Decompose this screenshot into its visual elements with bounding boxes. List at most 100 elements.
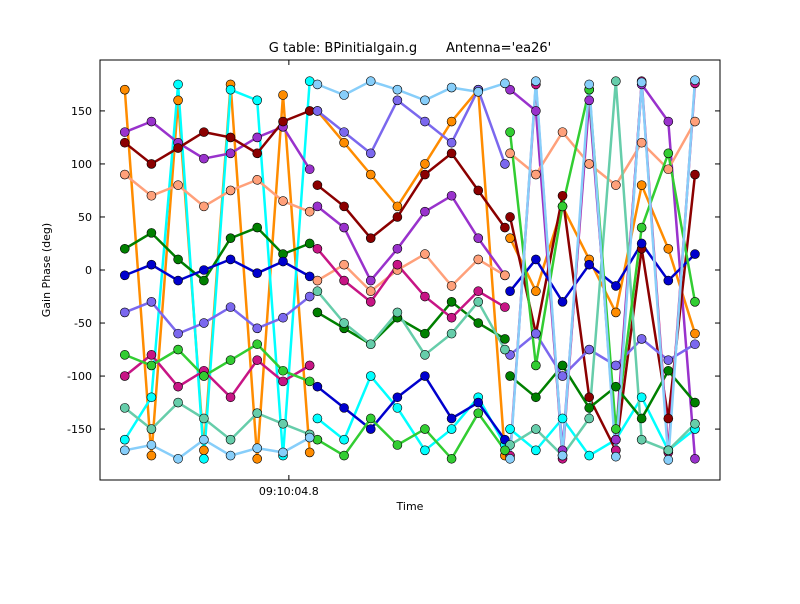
data-point: [119, 434, 130, 445]
data-point: [312, 286, 323, 297]
data-point: [505, 84, 515, 95]
data-point: [365, 169, 376, 180]
data-point: [531, 169, 541, 180]
data-point: [365, 339, 376, 350]
data-point: [584, 95, 594, 106]
data-point: [392, 307, 403, 318]
y-tick-label: 150: [71, 105, 92, 118]
data-point: [663, 116, 674, 127]
data-point: [312, 180, 323, 190]
data-point: [339, 318, 349, 328]
data-point: [663, 164, 674, 175]
data-point: [636, 222, 647, 233]
data-point: [611, 434, 621, 445]
y-tick-label: 100: [71, 158, 92, 171]
data-point: [392, 440, 403, 450]
data-point: [392, 403, 403, 413]
data-point: [392, 84, 403, 95]
data-point: [446, 116, 457, 127]
data-point: [252, 323, 263, 334]
data-point: [119, 371, 130, 381]
data-point: [278, 116, 288, 127]
data-point: [663, 148, 674, 159]
data-point: [146, 450, 157, 461]
data-point: [446, 424, 457, 434]
data-point: [690, 328, 700, 339]
data-point: [173, 328, 183, 339]
data-point: [420, 291, 430, 302]
data-point: [584, 403, 594, 413]
data-point: [304, 206, 315, 217]
data-point: [473, 254, 484, 265]
data-point: [420, 116, 430, 127]
data-point: [365, 286, 376, 297]
data-point: [252, 148, 263, 159]
data-point: [500, 159, 510, 169]
data-point: [146, 159, 157, 169]
data-point: [690, 169, 700, 180]
data-point: [146, 440, 157, 450]
data-point: [278, 256, 288, 267]
data-point: [278, 447, 288, 458]
data-point: [252, 408, 263, 418]
data-point: [225, 84, 236, 95]
data-point: [690, 116, 700, 127]
data-point: [119, 403, 130, 413]
data-point: [663, 455, 674, 465]
data-point: [225, 233, 236, 243]
data-point: [119, 84, 130, 95]
data-point: [225, 254, 236, 265]
data-point: [557, 190, 568, 201]
data-point: [473, 408, 484, 418]
data-point: [557, 450, 568, 461]
data-point: [663, 355, 674, 365]
data-point: [446, 82, 457, 93]
data-point: [278, 90, 288, 100]
data-point: [500, 344, 510, 355]
data-point: [663, 413, 674, 424]
data-point: [420, 95, 430, 106]
data-point: [611, 360, 621, 371]
data-point: [365, 233, 376, 243]
data-point: [199, 445, 209, 456]
data-point: [690, 249, 700, 259]
chart-title: G table: BPinitialgain.g Antenna='ea26': [269, 41, 551, 56]
data-point: [304, 376, 315, 387]
data-point: [199, 127, 209, 137]
data-point: [146, 116, 157, 127]
data-point: [473, 397, 484, 408]
data-point: [611, 424, 621, 434]
data-point: [531, 424, 541, 434]
data-point: [500, 270, 510, 281]
data-point: [252, 355, 263, 365]
data-point: [557, 297, 568, 307]
data-point: [199, 413, 209, 424]
data-point: [339, 259, 349, 270]
data-point: [473, 286, 484, 297]
y-axis-label: Gain Phase (deg): [40, 223, 53, 317]
data-point: [446, 312, 457, 323]
data-point: [473, 318, 484, 328]
data-point: [505, 148, 515, 159]
data-point: [392, 212, 403, 222]
data-point: [557, 371, 568, 381]
data-point: [146, 360, 157, 371]
data-point: [420, 445, 430, 456]
data-point: [584, 450, 594, 461]
y-tick-label: -150: [67, 423, 92, 436]
data-point: [119, 307, 130, 318]
data-point: [505, 453, 515, 464]
data-point: [225, 148, 236, 159]
data-point: [611, 281, 621, 291]
data-point: [663, 365, 674, 376]
data-point: [339, 127, 349, 137]
data-point: [119, 243, 130, 254]
data-point: [365, 371, 376, 381]
data-point: [531, 392, 541, 403]
data-point: [584, 259, 594, 270]
data-point: [199, 275, 209, 286]
data-point: [339, 90, 349, 100]
data-point: [663, 275, 674, 286]
data-point: [420, 249, 430, 259]
